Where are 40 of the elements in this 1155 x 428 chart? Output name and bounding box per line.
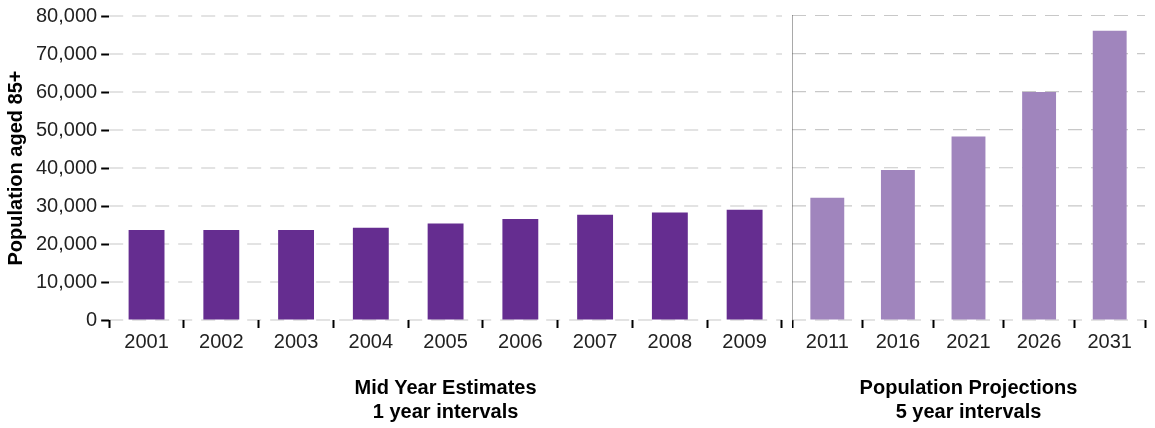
x-tick-label: 2031: [1087, 329, 1132, 352]
x-tick-label: 2001: [124, 329, 169, 352]
bar: [128, 229, 165, 320]
x-tick-label: 2009: [722, 329, 767, 352]
bar: [651, 212, 688, 320]
x-tick-label: 2026: [1016, 329, 1062, 352]
x-tick-label: 2004: [348, 329, 394, 352]
bar: [352, 227, 389, 320]
x-tick-label: 2003: [273, 329, 319, 352]
y-tick-label: 10,000: [36, 269, 98, 292]
x-tick-label: 2008: [647, 329, 693, 352]
bar: [726, 209, 763, 320]
x-tick-label: 2016: [875, 329, 921, 352]
bar: [502, 218, 539, 320]
y-tick-label: 50,000: [36, 117, 98, 140]
y-tick-label: 40,000: [36, 155, 98, 178]
x-axis-title: Population Projections 5 year intervals: [859, 375, 1078, 422]
y-tick-label: 20,000: [36, 231, 98, 254]
bar: [880, 170, 915, 320]
y-axis-title: Population aged 85+: [3, 70, 26, 266]
bar: [951, 136, 986, 320]
bar: [810, 197, 845, 320]
x-axis-title: Mid Year Estimates 1 year intervals: [354, 375, 537, 422]
x-tick-label: 2005: [423, 329, 468, 352]
y-tick-label: 0: [86, 307, 98, 330]
y-tick-label: 30,000: [36, 193, 98, 216]
y-tick-label: 80,000: [36, 3, 98, 26]
bar: [577, 214, 614, 320]
bar: [427, 223, 464, 320]
x-tick-label: 2021: [946, 329, 991, 352]
bar: [1092, 30, 1127, 320]
y-tick-label: 60,000: [36, 79, 98, 102]
bar: [278, 229, 315, 320]
x-tick-label: 2007: [572, 329, 618, 352]
bar: [1022, 92, 1057, 320]
bar: [203, 229, 240, 320]
x-tick-label: 2006: [498, 329, 543, 352]
x-tick-label: 2002: [199, 329, 244, 352]
y-tick-label: 70,000: [36, 41, 98, 64]
x-tick-label: 2011: [805, 329, 849, 352]
